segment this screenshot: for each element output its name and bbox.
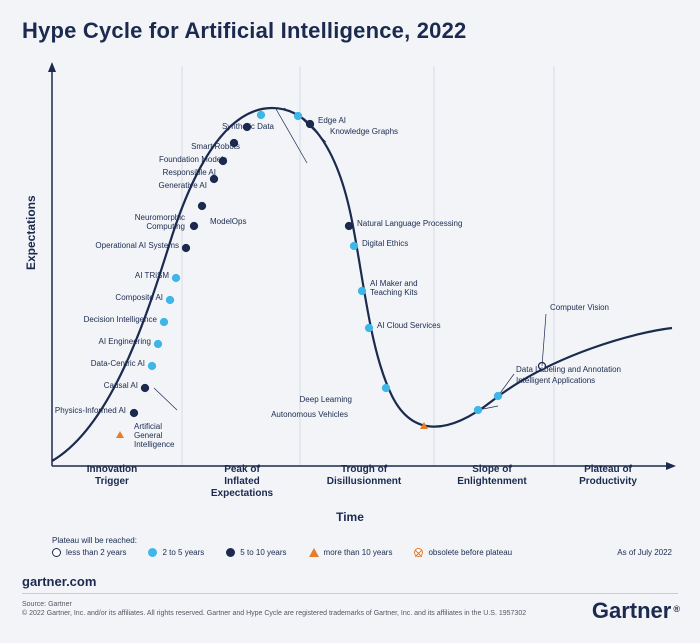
site-link[interactable]: gartner.com (22, 574, 96, 589)
legend-swatch (226, 548, 235, 557)
tech-label: Knowledge Graphs (330, 127, 398, 136)
tech-label: Intelligent Applications (516, 376, 595, 385)
tech-label: Physics-Informed AI (55, 406, 126, 415)
legend-item: less than 2 years (52, 548, 126, 557)
tech-label: Smart Robots (191, 142, 240, 151)
tech-label: Generative AI (159, 181, 207, 190)
tech-label: Causal AI (104, 381, 138, 390)
tech-label: AI Maker and Teaching Kits (370, 279, 418, 297)
tech-label: Neuromorphic Computing (135, 213, 185, 231)
legend-title: Plateau will be reached: (52, 536, 137, 545)
tech-label: Autonomous Vehicles (271, 410, 348, 419)
tech-label: Computer Vision (550, 303, 609, 312)
legend-swatch (148, 548, 157, 557)
x-axis-label: Time (0, 510, 700, 524)
legend-asof: As of July 2022 (617, 548, 672, 557)
tech-label: Responsible AI (163, 168, 216, 177)
legend-text: less than 2 years (66, 548, 126, 557)
phase-label: Slope of Enlightenment (432, 464, 552, 488)
tech-label: Artificial General Intelligence (134, 422, 174, 450)
tech-label: Synthetic Data (222, 122, 274, 131)
tech-label: Digital Ethics (362, 239, 408, 248)
fine-print: Source: Gartner © 2022 Gartner, Inc. and… (22, 600, 526, 618)
tech-label: Deep Learning (300, 395, 352, 404)
tech-label: AI Engineering (99, 337, 151, 346)
phase-label: Peak of Inflated Expectations (187, 464, 297, 500)
tech-label: Data Labeling and Annotation (516, 365, 621, 374)
tech-label: AI TRiSM (135, 271, 169, 280)
legend-text: obsolete before plateau (428, 548, 512, 557)
legend-text: more than 10 years (324, 548, 393, 557)
legend-item: more than 10 years (309, 548, 393, 557)
divider (22, 593, 678, 594)
legend-text: 5 to 10 years (240, 548, 286, 557)
legend-item: 5 to 10 years (226, 548, 286, 557)
y-axis-label: Expectations (24, 195, 38, 270)
legend-swatch (414, 548, 423, 557)
gartner-logo: Gartner® (592, 598, 678, 624)
tech-label: Composite AI (115, 293, 163, 302)
legend-item: 2 to 5 years (148, 548, 204, 557)
tech-label: ModelOps (210, 217, 246, 226)
source-line: Source: Gartner (22, 600, 526, 609)
tech-label: Data-Centric AI (91, 359, 145, 368)
page-title: Hype Cycle for Artificial Intelligence, … (22, 18, 466, 44)
phase-label: Plateau of Productivity (548, 464, 668, 488)
copyright-line: © 2022 Gartner, Inc. and/or its affiliat… (22, 609, 526, 618)
tech-label: Foundation Models (159, 155, 227, 164)
legend-text: 2 to 5 years (162, 548, 204, 557)
tech-label: AI Cloud Services (377, 321, 441, 330)
tech-label: Edge AI (318, 116, 346, 125)
tech-label: Decision Intelligence (84, 315, 157, 324)
phase-label: Trough of Disillusionment (299, 464, 429, 488)
legend-item: obsolete before plateau (414, 548, 512, 557)
legend-swatch (52, 548, 61, 557)
phase-label: Innovation Trigger (52, 464, 172, 488)
legend: less than 2 years 2 to 5 years 5 to 10 yea… (52, 548, 512, 557)
tech-label: Operational AI Systems (95, 241, 179, 250)
tech-label: Natural Language Processing (357, 219, 462, 228)
legend-swatch (309, 548, 319, 557)
